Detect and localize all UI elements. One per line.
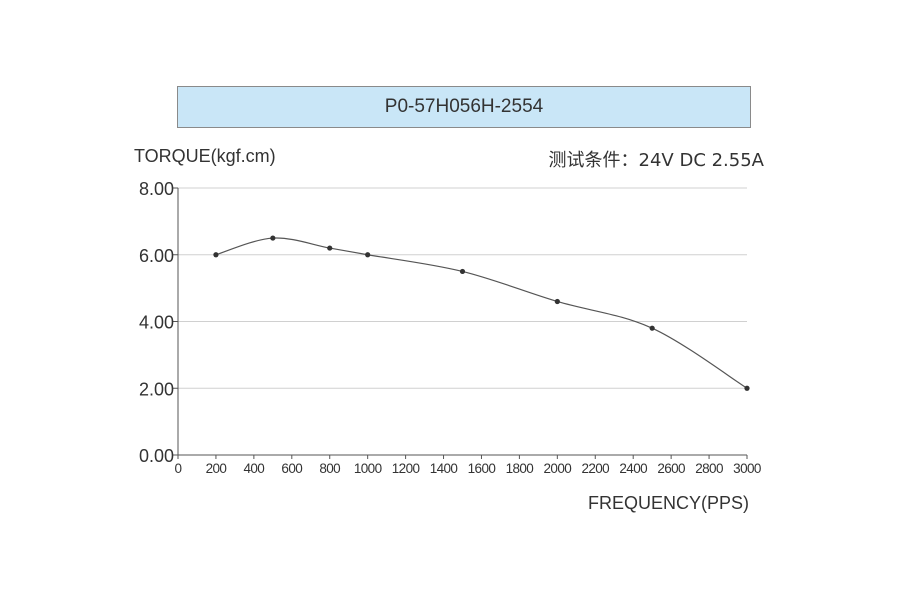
data-point [744, 385, 750, 391]
x-tick-label: 1000 [354, 461, 382, 476]
y-tick-label: 8.00 [139, 179, 174, 199]
test-condition: 测试条件：24V DC 2.55A [548, 150, 764, 171]
y-tick-label: 0.00 [139, 446, 174, 466]
data-point [459, 268, 466, 275]
data-point [327, 245, 333, 251]
data-point [554, 298, 560, 305]
x-axis-label: FREQUENCY(PPS) [587, 493, 749, 513]
x-tick-label: 1800 [506, 461, 534, 476]
data-point [213, 252, 219, 258]
x-tick-label: 2600 [657, 461, 685, 476]
x-tick-label: 2000 [544, 461, 572, 476]
torque-curve [215, 237, 748, 389]
x-tick-label: 400 [243, 461, 264, 476]
x-tick-label: 600 [281, 461, 302, 476]
x-tick-label: 1200 [392, 461, 420, 476]
x-tick-label: 0 [175, 461, 182, 476]
x-tick-label: 200 [206, 461, 227, 476]
y-tick-label: 6.00 [139, 246, 174, 266]
chart-title: P0-57H056H-2554 [177, 86, 751, 128]
x-tick-label: 2400 [619, 461, 647, 476]
y-axis-label: TORQUE(kgf.cm) [134, 146, 276, 166]
data-point [649, 325, 655, 331]
y-tick-label: 2.00 [139, 379, 174, 399]
y-tick-label: 4.00 [139, 313, 174, 333]
x-tick-label: 2800 [695, 461, 723, 476]
x-tick-label: 3000 [733, 461, 761, 476]
data-point [365, 252, 371, 258]
x-tick-label: 2200 [581, 461, 609, 476]
data-point [270, 235, 276, 241]
x-tick-label: 800 [319, 461, 340, 476]
x-tick-label: 1400 [430, 461, 458, 476]
x-tick-label: 1600 [468, 461, 496, 476]
